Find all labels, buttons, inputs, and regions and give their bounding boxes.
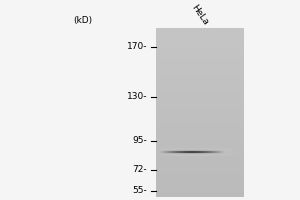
Text: 130-: 130- — [127, 92, 147, 101]
Text: 95-: 95- — [132, 136, 147, 145]
Text: (kD): (kD) — [74, 16, 93, 25]
Text: 55-: 55- — [132, 186, 147, 195]
Text: 72-: 72- — [132, 165, 147, 174]
Text: 170-: 170- — [127, 42, 147, 51]
Text: HeLa: HeLa — [190, 3, 210, 27]
